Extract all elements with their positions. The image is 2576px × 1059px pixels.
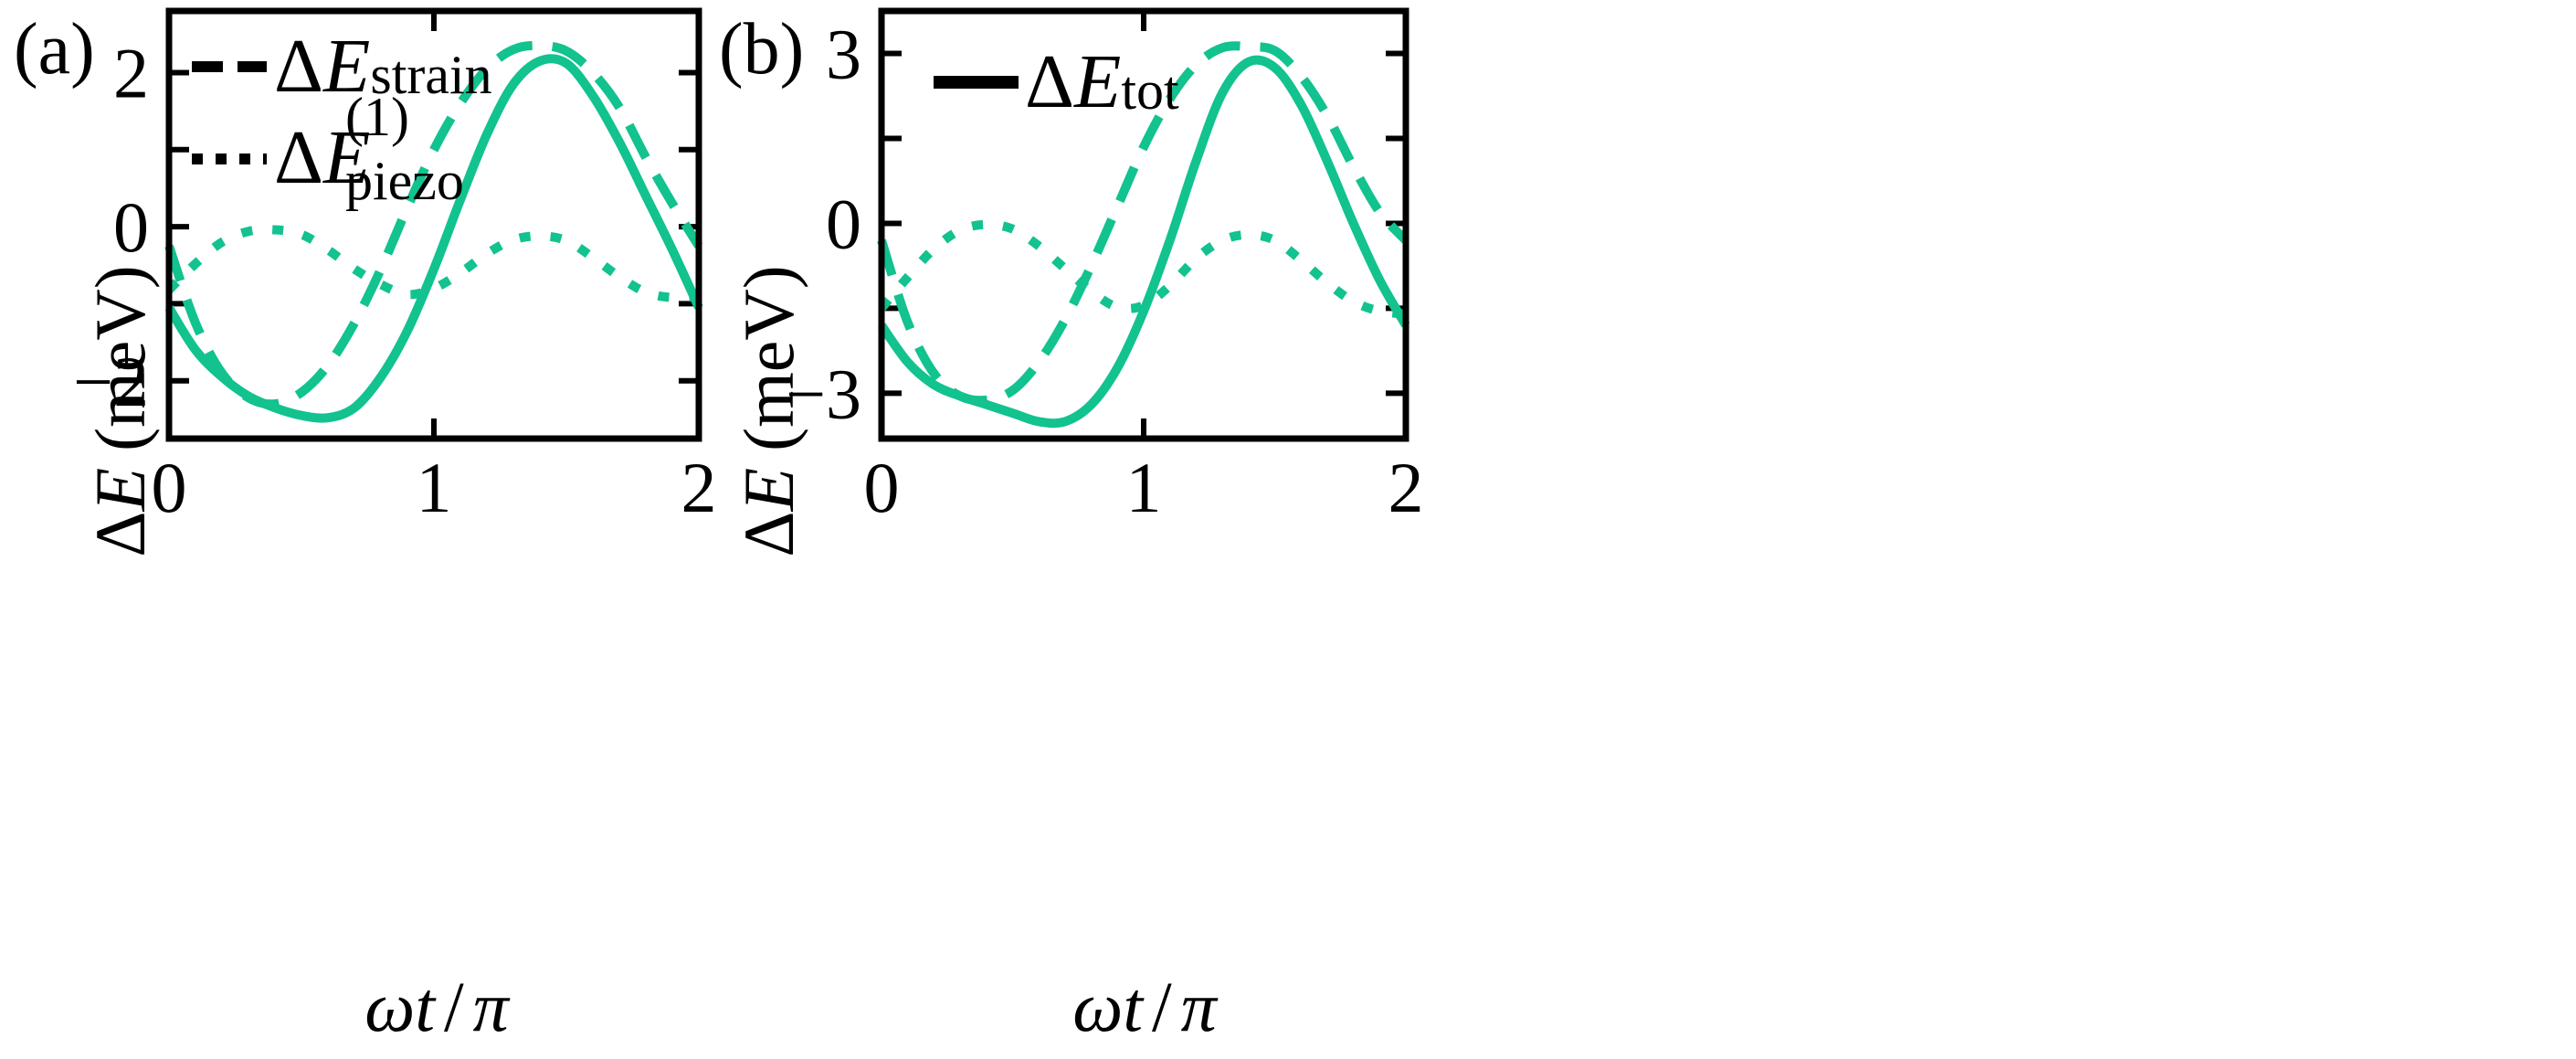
legend-piezo-sub: piezo — [345, 151, 464, 211]
x-tick-label: 0 — [864, 448, 900, 527]
legend-tot-symbol: E — [1073, 39, 1121, 124]
panel-a-label: (a) — [14, 9, 95, 90]
legend-strain-sub: strain — [370, 45, 491, 105]
legend-strain-prefix: Δ — [274, 24, 323, 109]
panel-b-series — [877, 41, 1410, 429]
panel-a-frame — [165, 7, 702, 442]
legend-piezo-prefix: Δ — [274, 115, 323, 200]
panel-a: (a) ΔE(meV) ωt / π 0 1 2−202 ΔEstrain ΔE (1)… — [14, 7, 717, 1046]
panel-b-ylabel-unit: (meV) — [729, 265, 808, 451]
series-piezo-line — [878, 219, 1407, 319]
legend-tot-label: ΔEtot — [1025, 39, 1179, 124]
series-tot-line — [164, 54, 703, 423]
y-tick-label: −2 — [73, 342, 149, 421]
legend-strain-label: ΔEstrain — [274, 24, 492, 109]
y-tick-label: −3 — [786, 354, 861, 433]
panel-b-frame — [878, 7, 1409, 442]
panel-a-legend: ΔEstrain ΔE (1) piezo — [192, 24, 492, 211]
panel-b-ylabel: ΔE (meV) — [729, 265, 808, 556]
legend-piezo-sup: (1) — [345, 87, 409, 147]
panel-a-ylabel-symbol: E — [80, 468, 160, 513]
panel-b-tick-labels: 0 1 2−303 — [786, 14, 1424, 527]
panel-b-xlabel-var: ωt — [1072, 967, 1145, 1046]
panel-a-ylabel-prefix: Δ — [80, 512, 160, 557]
panel-b-label: (b) — [719, 9, 804, 90]
legend-tot-sub: tot — [1121, 60, 1179, 121]
panel-a-series — [164, 40, 703, 423]
panel-a-ylabel-unit: (meV) — [80, 265, 160, 451]
panel-b-xlabel-slash: / — [1152, 967, 1172, 1046]
x-tick-label: 2 — [681, 448, 717, 527]
series-piezo-line — [165, 225, 700, 302]
panel-b-ylabel-prefix: Δ — [729, 512, 808, 557]
x-tick-label: 1 — [417, 448, 452, 527]
panel-b-legend: ΔEtot — [934, 39, 1179, 124]
panel-b: (b) ΔE(meV) ωt / π 0 1 2−303 ΔEtot — [719, 7, 1424, 1046]
y-tick-label: 0 — [113, 187, 149, 267]
x-tick-label: 1 — [1126, 448, 1162, 527]
legend-piezo-label: ΔE — [274, 115, 370, 200]
legend-piezo-symbol: E — [322, 115, 370, 200]
legend-tot-prefix: Δ — [1025, 39, 1074, 124]
panel-b-ylabel-symbol: E — [729, 468, 808, 513]
x-tick-label: 0 — [152, 448, 187, 527]
series-strain-line — [877, 41, 1409, 406]
y-tick-label: 3 — [826, 14, 861, 93]
panel-a-xlabel-pi: π — [473, 967, 511, 1046]
panel-a-xlabel-var: ωt — [364, 967, 437, 1046]
y-tick-label: 0 — [826, 184, 861, 263]
panel-b-xlabel: ωt / π — [1072, 967, 1218, 1046]
panel-b-xlabel-pi: π — [1181, 967, 1219, 1046]
panel-a-xlabel-slash: / — [444, 967, 464, 1046]
series-strain-line — [164, 40, 703, 409]
x-tick-label: 2 — [1388, 448, 1424, 527]
y-tick-label: 2 — [113, 33, 149, 112]
panel-a-ylabel: ΔE (meV) — [80, 265, 160, 556]
panel-a-tick-labels: 0 1 2−202 — [73, 33, 717, 527]
panel-a-xlabel: ωt / π — [364, 967, 510, 1046]
legend-strain-symbol: E — [322, 24, 370, 109]
